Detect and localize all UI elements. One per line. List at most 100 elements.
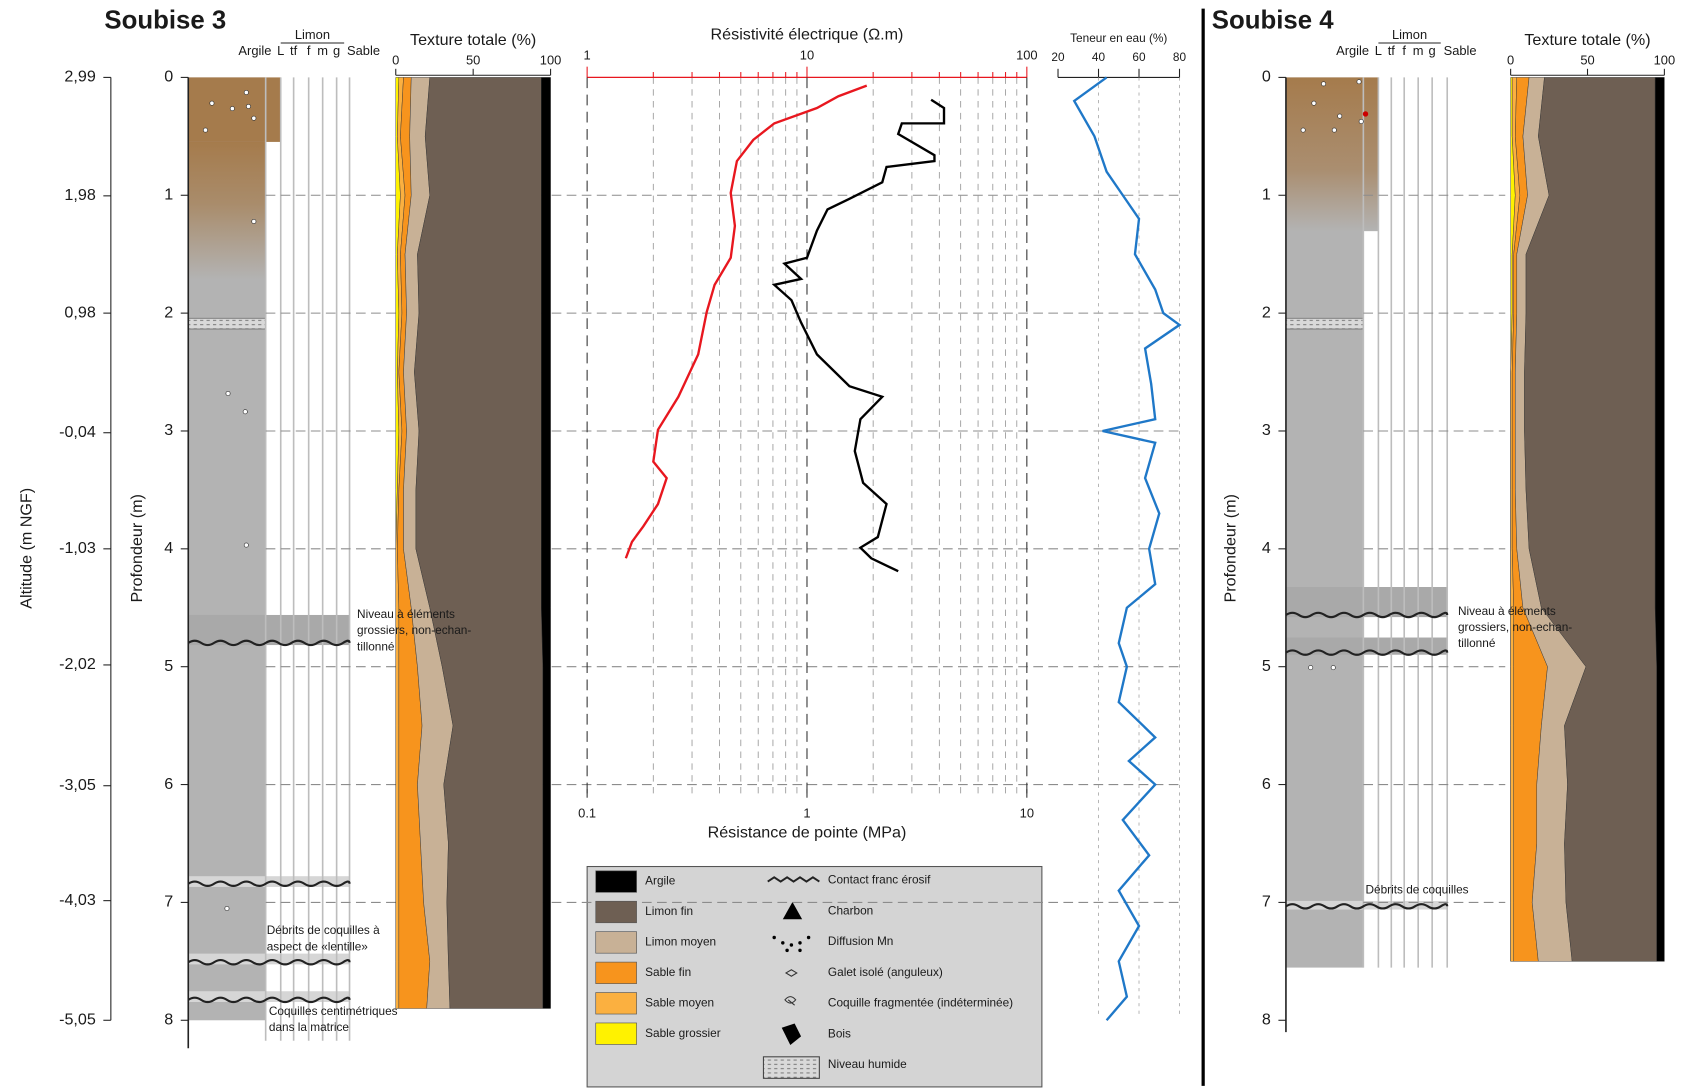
column-label: g xyxy=(333,43,340,58)
y2-tick-label: -3,05 xyxy=(59,776,96,794)
y-tick-label: 3 xyxy=(1262,421,1271,439)
legend-label: Sable fin xyxy=(645,965,691,979)
y-tick-label: 6 xyxy=(1262,775,1271,793)
legend-label: Coquille fragmentée (indéterminée) xyxy=(828,996,1013,1010)
profile-line xyxy=(1072,76,1182,1022)
log-note: Coquilles centimétriques xyxy=(269,1004,398,1018)
x-tick-label: 0 xyxy=(392,53,399,68)
legend-label: Galet isolé (anguleux) xyxy=(828,965,943,979)
log-note: Débrits de coquilles xyxy=(1365,882,1468,896)
y-tick-label: 8 xyxy=(1262,1011,1271,1029)
title: Soubise 3 xyxy=(104,6,226,34)
y2-tick-label: -4,03 xyxy=(59,891,96,909)
log-note: dans la matrice xyxy=(269,1020,350,1034)
column-label: Argile xyxy=(1336,43,1369,58)
y2-tick-label: -5,05 xyxy=(59,1011,96,1029)
x-tick-label: 40 xyxy=(1092,50,1106,64)
texture-area xyxy=(1654,77,1665,962)
log-note: tillonné xyxy=(1458,636,1496,650)
legend-label: Argile xyxy=(645,874,676,888)
legend-label: Bois xyxy=(828,1026,851,1040)
column-label: m xyxy=(1413,43,1424,58)
legend-label: Limon moyen xyxy=(645,935,716,949)
chart-title: Texture totale (%) xyxy=(410,31,536,49)
y-tick-label: 7 xyxy=(164,893,173,911)
y-axis-label: Profondeur (m) xyxy=(128,494,146,602)
x-tick-label: 50 xyxy=(1580,53,1594,68)
log-note: grossiers, non-echan- xyxy=(357,623,471,637)
x-tick-label: 0 xyxy=(1507,53,1514,68)
y-tick-label: 2 xyxy=(1262,303,1271,321)
x-tick-label: 20 xyxy=(1051,50,1065,64)
legend-label: Niveau humide xyxy=(828,1057,907,1071)
column-group: Limon xyxy=(295,27,330,42)
x-tick-label: 60 xyxy=(1132,50,1146,64)
x2-tick-label: 1 xyxy=(803,805,810,820)
x-tick-label: 100 xyxy=(1016,47,1038,62)
column-group: Limon xyxy=(1392,27,1427,42)
x-tick-label: 100 xyxy=(1654,53,1676,68)
texture-area xyxy=(541,77,551,1009)
x-tick-label: 80 xyxy=(1173,50,1187,64)
log-note: grossiers, non-echan- xyxy=(1458,620,1572,634)
y-tick-label: 4 xyxy=(164,539,173,557)
legend-label: Limon fin xyxy=(645,904,693,918)
x2-tick-label: 10 xyxy=(1020,805,1034,820)
x-tick-label: 50 xyxy=(466,53,480,68)
log-note: tillonné xyxy=(357,639,395,653)
y2-tick-label: 1,98 xyxy=(64,186,95,204)
log-note: Niveau à éléments xyxy=(357,607,455,621)
y-axis-label: Profondeur (m) xyxy=(1221,494,1239,602)
chart-title: Texture totale (%) xyxy=(1524,31,1650,49)
column-label: L xyxy=(277,43,284,58)
legend-swatch xyxy=(595,870,637,893)
column-label: g xyxy=(1429,43,1436,58)
column-label: Sable xyxy=(347,43,380,58)
y-tick-label: 6 xyxy=(164,775,173,793)
column-label: f xyxy=(307,43,311,58)
profile-line xyxy=(624,84,868,559)
x2-tick-label: 0.1 xyxy=(578,805,596,820)
legend-swatch xyxy=(595,931,637,954)
column-label: m xyxy=(317,43,328,58)
y2-tick-label: -0,04 xyxy=(59,423,96,441)
y2-axis-label: Altitude (m NGF) xyxy=(17,488,35,609)
column-label: tf xyxy=(1388,43,1396,58)
y-tick-label: 5 xyxy=(1262,657,1271,675)
profile-line xyxy=(771,98,946,573)
x-axis-label: Teneur en eau (%) xyxy=(1070,31,1167,45)
y-tick-label: 1 xyxy=(1262,186,1271,204)
y2-tick-label: -1,03 xyxy=(59,539,96,557)
log-note: aspect de «lentille» xyxy=(267,939,369,953)
lithology-log xyxy=(1285,77,1449,968)
y-tick-label: 5 xyxy=(164,657,173,675)
column-label: L xyxy=(1375,43,1382,58)
legend-label: Sable moyen xyxy=(645,995,714,1009)
y2-tick-label: 2,99 xyxy=(64,68,95,86)
log-note: Débrits de coquilles à xyxy=(267,923,380,937)
x-tick-label: 1 xyxy=(584,47,591,62)
y-tick-label: 0 xyxy=(1262,68,1271,86)
x-tick-label: 100 xyxy=(540,53,562,68)
legend xyxy=(586,865,1043,1088)
legend-swatch xyxy=(595,900,637,924)
y2-tick-label: 0,98 xyxy=(64,303,95,321)
legend-label: Diffusion Mn xyxy=(828,934,893,948)
legend-swatch xyxy=(595,961,637,984)
y-tick-label: 1 xyxy=(164,186,173,204)
column-label: Sable xyxy=(1444,43,1477,58)
column-label: Argile xyxy=(238,43,271,58)
y2-tick-label: -2,02 xyxy=(59,655,96,673)
log-note: Niveau à éléments xyxy=(1458,604,1556,618)
lithology-log xyxy=(187,77,351,1041)
title: Soubise 4 xyxy=(1212,6,1335,34)
legend-label: Contact franc érosif xyxy=(828,873,931,887)
y-tick-label: 0 xyxy=(164,68,173,86)
x-axis-label: Résistivité électrique (Ω.m) xyxy=(711,26,904,44)
y-tick-label: 8 xyxy=(164,1011,173,1029)
legend-swatch xyxy=(595,1022,637,1045)
legend-label: Sable grossier xyxy=(645,1026,721,1040)
legend-swatch xyxy=(595,992,637,1015)
